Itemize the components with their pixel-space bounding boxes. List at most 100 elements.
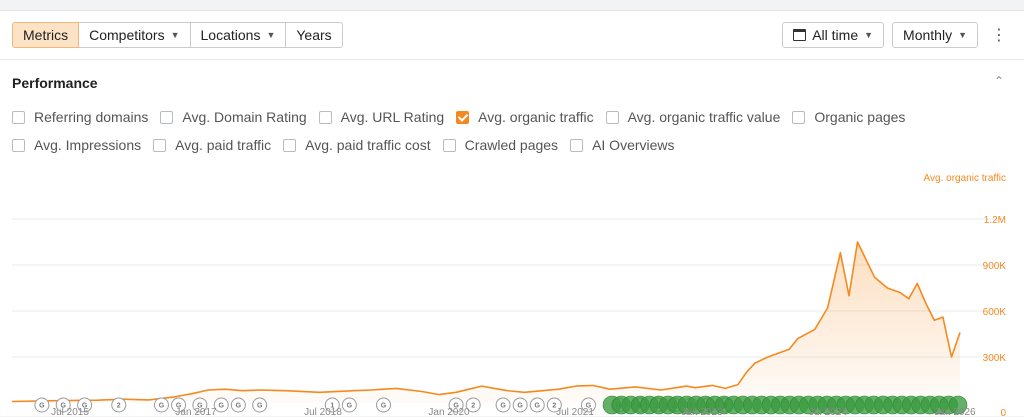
- tab-label: Locations: [200, 27, 261, 43]
- chevron-down-icon: ▼: [170, 30, 180, 40]
- annotation-label: G: [381, 403, 387, 410]
- annotation-marker: G: [230, 397, 246, 413]
- metric-avg-domain-rating[interactable]: Avg. Domain Rating: [160, 109, 307, 125]
- traffic-line[interactable]: [11, 241, 961, 403]
- annotation-circle: [153, 397, 169, 413]
- tab-metrics[interactable]: Metrics: [12, 22, 80, 48]
- annotation-label: G: [39, 403, 45, 410]
- annotation-circle: [580, 397, 596, 413]
- checkbox[interactable]: [605, 110, 619, 124]
- right-controls: All time ▼ Monthly ▼ ⋮: [782, 22, 1012, 48]
- metric-avg-url-rating[interactable]: Avg. URL Rating: [318, 109, 444, 125]
- x-tick-label: Jan 2023: [681, 407, 723, 417]
- annotation-marker: G: [529, 397, 545, 413]
- x-tick-label: Jan 2020: [428, 407, 470, 417]
- tab-years[interactable]: Years: [285, 22, 343, 48]
- checkbox[interactable]: [570, 138, 584, 152]
- annotation-marker: G: [495, 397, 511, 413]
- checkbox[interactable]: [160, 110, 174, 124]
- checkbox[interactable]: [12, 138, 25, 152]
- metric-label: Organic pages: [814, 109, 906, 125]
- granularity-label: Monthly: [903, 27, 953, 43]
- google-update-marker: [948, 395, 968, 415]
- annotation-circle: [171, 397, 187, 413]
- annotation-marker: G: [34, 397, 50, 413]
- metric-label: Referring domains: [34, 109, 149, 125]
- metric-row-1: Referring domains Avg. Domain Rating Avg…: [12, 109, 917, 125]
- organic-traffic-chart[interactable]: Avg. organic traffic 0 300K 600K 900K 1.2M G…: [0, 171, 1024, 417]
- metric-label: Avg. organic traffic value: [627, 109, 781, 125]
- annotation-circle: [546, 397, 562, 413]
- metric-referring-domains[interactable]: Referring domains: [12, 109, 148, 125]
- annotation-label: G: [219, 403, 225, 410]
- view-tab-group: Metrics Competitors ▼ Locations ▼ Years: [12, 22, 343, 48]
- annotation-marker: G: [252, 397, 268, 413]
- annotation-label: G: [176, 403, 182, 410]
- metric-avg-impressions[interactable]: Avg. Impressions: [12, 137, 141, 153]
- y-axis: 0 300K 600K 900K 1.2M: [983, 215, 1007, 417]
- annotation-marker: 1: [324, 397, 340, 413]
- checkbox[interactable]: [12, 110, 25, 124]
- annotation-label: G: [500, 403, 506, 410]
- annotation-circle: [55, 397, 71, 413]
- metric-crawled-pages[interactable]: Crawled pages: [442, 137, 559, 153]
- annotation-circle: [77, 397, 93, 413]
- annotation-marker: G: [153, 397, 169, 413]
- tab-label: Competitors: [89, 27, 165, 43]
- chevron-down-icon: ▼: [266, 30, 276, 40]
- annotation-label: 2: [117, 403, 121, 410]
- chevron-up-icon[interactable]: ⌃: [993, 74, 1004, 88]
- metric-row-2: Avg. Impressions Avg. paid traffic Avg. …: [12, 137, 687, 153]
- metric-avg-organic-traffic[interactable]: Avg. organic traffic: [456, 109, 594, 125]
- annotation-label: G: [535, 403, 541, 410]
- x-tick-label: Jul 2018: [304, 407, 342, 417]
- annotation-circle: [324, 397, 340, 413]
- annotation-marker: G: [213, 397, 229, 413]
- y-axis-title: Avg. organic traffic: [924, 173, 1006, 184]
- annotation-circle: [465, 397, 481, 413]
- granularity-select[interactable]: Monthly ▼: [892, 22, 978, 48]
- metric-avg-paid-traffic-cost[interactable]: Avg. paid traffic cost: [283, 137, 431, 153]
- checkbox-checked[interactable]: [456, 110, 470, 124]
- period-select[interactable]: All time ▼: [782, 22, 885, 48]
- x-axis: Jul 2015 Jan 2017 Jul 2018 Jan 2020 Jul 2021…: [51, 407, 976, 417]
- metric-label: Avg. paid traffic cost: [305, 137, 431, 153]
- annotation-marker: G: [341, 397, 357, 413]
- tab-label: Years: [296, 27, 332, 43]
- checkbox[interactable]: [792, 110, 806, 124]
- metric-organic-pages[interactable]: Organic pages: [792, 109, 905, 125]
- annotation-label: G: [257, 403, 263, 410]
- checkbox[interactable]: [442, 138, 456, 152]
- tab-competitors[interactable]: Competitors ▼: [78, 22, 191, 48]
- annotation-marker: 2: [546, 397, 562, 413]
- y-tick-label: 0: [1000, 408, 1006, 417]
- annotation-label: G: [159, 403, 165, 410]
- annotation-circle: [512, 397, 528, 413]
- chevron-down-icon: ▼: [958, 30, 967, 40]
- tab-label: Metrics: [23, 27, 69, 43]
- annotation-marker: G: [512, 397, 528, 413]
- annotation-marker: 2: [111, 397, 127, 413]
- traffic-area: [12, 242, 960, 403]
- toolbar: Metrics Competitors ▼ Locations ▼ Years …: [12, 22, 1012, 48]
- more-options-icon[interactable]: ⋮: [991, 27, 1007, 44]
- annotation-label: 1: [330, 403, 334, 410]
- metric-ai-overviews[interactable]: AI Overviews: [570, 137, 675, 153]
- checkbox[interactable]: [283, 138, 297, 152]
- annotation-circle: [495, 397, 511, 413]
- annotation-label: G: [586, 403, 592, 410]
- metric-avg-organic-traffic-value[interactable]: Avg. organic traffic value: [605, 109, 781, 125]
- metric-avg-paid-traffic[interactable]: Avg. paid traffic: [153, 137, 271, 153]
- checkbox[interactable]: [153, 138, 167, 152]
- period-label: All time: [812, 27, 859, 43]
- annotation-label: G: [517, 403, 523, 410]
- annotation-label: G: [236, 403, 242, 410]
- x-tick-label: Jan 2026: [934, 407, 976, 417]
- x-tick-label: Jan 2017: [175, 407, 217, 417]
- tab-locations[interactable]: Locations ▼: [189, 22, 287, 48]
- metric-label: Crawled pages: [464, 137, 559, 153]
- annotation-label: G: [453, 403, 459, 410]
- checkbox[interactable]: [318, 110, 332, 124]
- divider: [0, 59, 1024, 60]
- annotation-marker: G: [55, 397, 71, 413]
